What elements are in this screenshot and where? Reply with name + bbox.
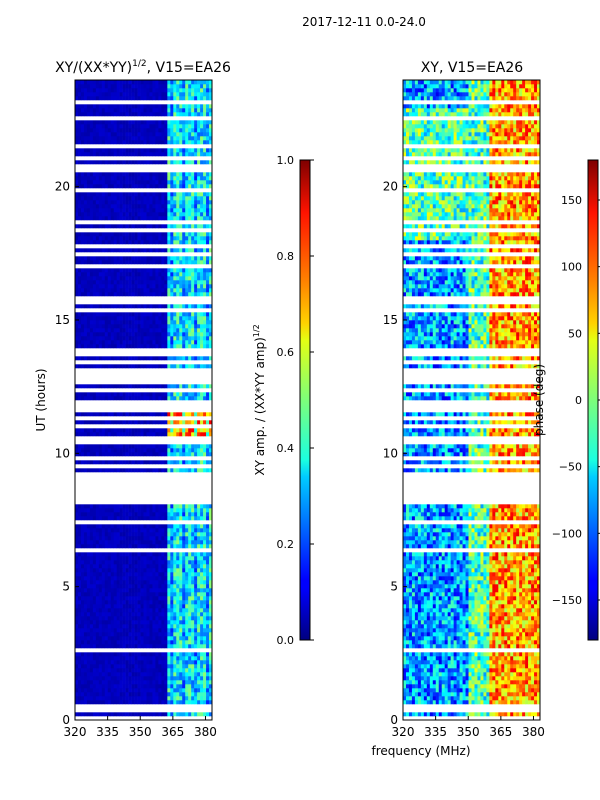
amplitude-y-ticks: 0 5 10 15 20 — [55, 180, 79, 727]
y-tick-label: 20 — [383, 180, 398, 194]
colorbar-tick-label: 50 — [568, 327, 582, 340]
x-tick-label: 350 — [129, 725, 152, 739]
phase-colorbar-bar — [587, 159, 599, 641]
colorbar-tick-label: 0.0 — [277, 634, 295, 647]
phase-plot-frame — [402, 79, 541, 721]
x-tick-label: 335 — [424, 725, 447, 739]
amplitude-plot-frame — [74, 79, 213, 721]
amplitude-panel: XY/(XX*YY)1/2, V15=EA26 320 335 350 365 380 … — [34, 59, 231, 739]
amplitude-colorbar: 0.0 0.2 0.4 0.6 0.8 1.0 XY amp. / (XX*YY amp)… — [252, 154, 314, 647]
y-tick-label: 10 — [55, 446, 70, 460]
colorbar-tick-label: 0.4 — [277, 442, 295, 455]
y-tick-label: 15 — [383, 313, 398, 327]
amplitude-heatmap — [75, 80, 213, 721]
amplitude-colorbar-ticks: 0.0 0.2 0.4 0.6 0.8 1.0 — [277, 154, 314, 647]
y-tick-label: 20 — [55, 180, 70, 194]
y-axis-label: UT (hours) — [34, 368, 48, 431]
x-tick-label: 365 — [489, 725, 512, 739]
phase-heatmap — [403, 80, 541, 721]
phase-y-ticks: 0 5 10 15 20 — [383, 180, 407, 727]
amplitude-colorbar-bar — [299, 159, 311, 641]
x-tick-label: 380 — [522, 725, 545, 739]
colorbar-tick-label: 1.0 — [277, 154, 295, 167]
amplitude-colorbar-label: XY amp. / (XX*YY amp)1/2 — [252, 324, 267, 475]
phase-colorbar-ticks: −150 −100 −50 0 50 100 150 — [552, 194, 600, 607]
x-tick-label: 350 — [457, 725, 480, 739]
colorbar-tick-label: 0.2 — [277, 538, 295, 551]
x-tick-label: 335 — [96, 725, 119, 739]
y-tick-label: 10 — [383, 446, 398, 460]
colorbar-tick-label: 100 — [561, 261, 582, 274]
colorbar-tick-label: 150 — [561, 194, 582, 207]
amplitude-x-ticks: 320 335 350 365 380 — [64, 716, 217, 739]
phase-panel-title: XY, V15=EA26 — [421, 60, 523, 76]
x-tick-label: 320 — [64, 725, 87, 739]
amplitude-panel-title: XY/(XX*YY)1/2, V15=EA26 — [55, 59, 231, 76]
phase-panel: XY, V15=EA26 320 335 350 365 380 0 5 10 15 20 — [383, 60, 545, 739]
x-tick-label: 365 — [161, 725, 184, 739]
figure-title: 2017-12-11 0.0-24.0 — [302, 15, 426, 29]
phase-x-ticks: 320 335 350 365 380 — [392, 716, 545, 739]
colorbar-tick-label: −50 — [559, 461, 582, 474]
y-tick-label: 0 — [390, 713, 398, 727]
phase-colorbar: −150 −100 −50 0 50 100 150 phase (deg) — [532, 159, 600, 641]
x-tick-label: 380 — [194, 725, 217, 739]
y-tick-label: 5 — [390, 580, 398, 594]
phase-colorbar-label: phase (deg) — [532, 364, 546, 436]
colorbar-tick-label: 0.6 — [277, 346, 295, 359]
x-tick-label: 320 — [392, 725, 415, 739]
colorbar-tick-label: 0 — [575, 394, 582, 407]
y-tick-label: 15 — [55, 313, 70, 327]
colorbar-tick-label: −100 — [552, 527, 582, 540]
y-tick-label: 0 — [62, 713, 70, 727]
colorbar-tick-label: −150 — [552, 594, 582, 607]
y-tick-label: 5 — [62, 580, 70, 594]
x-axis-label: frequency (MHz) — [371, 744, 470, 758]
colorbar-tick-label: 0.8 — [277, 250, 295, 263]
